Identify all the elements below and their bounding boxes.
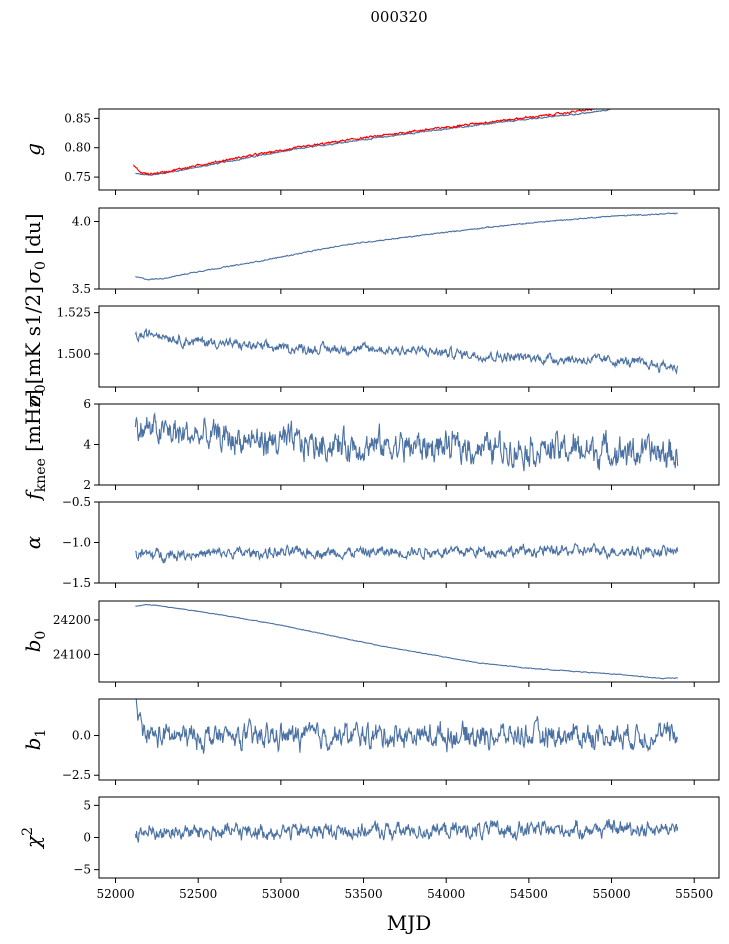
y-label-subscript: 0 bbox=[33, 384, 49, 393]
panel-8: −5 0 5 52000 52500 53000 53500 54000 54500 55000 5… bbox=[20, 796, 720, 901]
y-tick-label: −5 bbox=[73, 863, 91, 877]
panel-4: 2 4 6 fknee [mHz] bbox=[21, 389, 720, 502]
y-tick-label: 3.5 bbox=[72, 282, 91, 296]
y-axis-label-4: fknee [mHz] bbox=[21, 389, 49, 501]
y-tick-label: 0 bbox=[83, 831, 91, 845]
axes-frame-1 bbox=[98, 108, 720, 191]
y-label-unit: [mK s1/2] bbox=[21, 286, 45, 384]
y-label-base: α bbox=[21, 535, 45, 549]
x-axis-label: MJD bbox=[387, 911, 432, 935]
y-tick-label: 1.500 bbox=[57, 347, 91, 361]
y-label-subscript: 0 bbox=[33, 261, 49, 270]
y-tick-label: 4.0 bbox=[72, 215, 91, 229]
y-tick-label: −0.5 bbox=[62, 495, 91, 509]
panel-1: 0.75 0.80 0.85 g bbox=[21, 108, 720, 195]
y-label-unit: [mHz] bbox=[21, 389, 45, 458]
axes-frame-8 bbox=[98, 796, 720, 879]
y-tick-label: −2.5 bbox=[62, 768, 91, 782]
x-tick-label: 52500 bbox=[179, 887, 217, 901]
y-label-subscript: knee bbox=[33, 458, 49, 492]
axes-frame-2 bbox=[98, 207, 720, 290]
axes-frame-7 bbox=[98, 698, 720, 781]
y-axis-label-2: σ0 [du] bbox=[21, 213, 49, 283]
x-tick-label: 55500 bbox=[675, 887, 713, 901]
x-tick-label: 54500 bbox=[510, 887, 548, 901]
y-label-base: g bbox=[21, 143, 45, 156]
y-axis-label-3: σ0[mK s1/2] bbox=[21, 286, 49, 407]
axes-frame-5 bbox=[98, 501, 720, 584]
y-tick-label: 0.85 bbox=[64, 111, 91, 125]
x-tick-label: 52000 bbox=[96, 887, 134, 901]
panel-2: 3.5 4.0 σ0 [du] bbox=[21, 207, 720, 296]
series-line-8-1 bbox=[134, 819, 679, 843]
y-axis-label-8: χ2 bbox=[20, 827, 45, 850]
series-line-1-1 bbox=[135, 109, 612, 176]
y-tick-label: −1.5 bbox=[62, 576, 91, 590]
series-line-7-1 bbox=[135, 699, 679, 754]
y-axis-label-1: g bbox=[21, 143, 45, 156]
axes-frame-3 bbox=[98, 305, 720, 388]
panel-3: 1.500 1.525 σ0[mK s1/2] bbox=[21, 286, 720, 407]
series-line-6-1 bbox=[135, 603, 678, 680]
y-tick-label: 2 bbox=[83, 478, 91, 492]
y-axis-label-7: b1 bbox=[21, 729, 49, 751]
series-line-3-1 bbox=[134, 328, 679, 375]
y-label-unit: [du] bbox=[21, 213, 45, 261]
y-label-base: b bbox=[21, 738, 45, 751]
series-line-2-1 bbox=[135, 212, 678, 281]
series-line-4-1 bbox=[134, 411, 679, 472]
y-label-base: χ bbox=[21, 834, 45, 850]
y-label-base: σ bbox=[21, 392, 45, 407]
y-axis-label-6: b0 bbox=[21, 631, 49, 653]
series-line-5-1 bbox=[135, 542, 679, 564]
y-label-base: σ bbox=[21, 269, 45, 284]
x-tick-label: 53000 bbox=[262, 887, 300, 901]
y-label-subscript: 1 bbox=[33, 729, 49, 738]
figure-title: 000320 bbox=[370, 8, 427, 26]
y-label-superscript: 2 bbox=[20, 827, 36, 836]
x-tick-label: 55000 bbox=[592, 887, 630, 901]
y-tick-label: 0.80 bbox=[64, 141, 91, 155]
panel-5: −1.5 −1.0 −0.5 α bbox=[21, 495, 720, 590]
y-axis-label-5: α bbox=[21, 535, 45, 549]
axes-frame-6 bbox=[98, 600, 720, 683]
panel-7: −2.5 0.0 b1 bbox=[21, 698, 720, 785]
y-label-base: b bbox=[21, 640, 45, 653]
x-tick-label: 53500 bbox=[344, 887, 382, 901]
y-tick-label: −1.0 bbox=[62, 536, 91, 550]
y-tick-label: 24200 bbox=[53, 613, 91, 627]
panel-6: 24100 24200 b0 bbox=[21, 600, 720, 687]
y-tick-label: 24100 bbox=[53, 647, 91, 661]
y-tick-label: 1.525 bbox=[57, 306, 91, 320]
y-tick-label: 0.75 bbox=[64, 170, 91, 184]
x-tick-label: 54000 bbox=[427, 887, 465, 901]
y-tick-label: 6 bbox=[83, 397, 91, 411]
series-line-1-2 bbox=[133, 109, 595, 176]
y-tick-label: 5 bbox=[83, 798, 91, 812]
y-tick-label: 4 bbox=[83, 438, 91, 452]
y-tick-label: 0.0 bbox=[72, 729, 91, 743]
y-label-subscript: 0 bbox=[33, 631, 49, 640]
